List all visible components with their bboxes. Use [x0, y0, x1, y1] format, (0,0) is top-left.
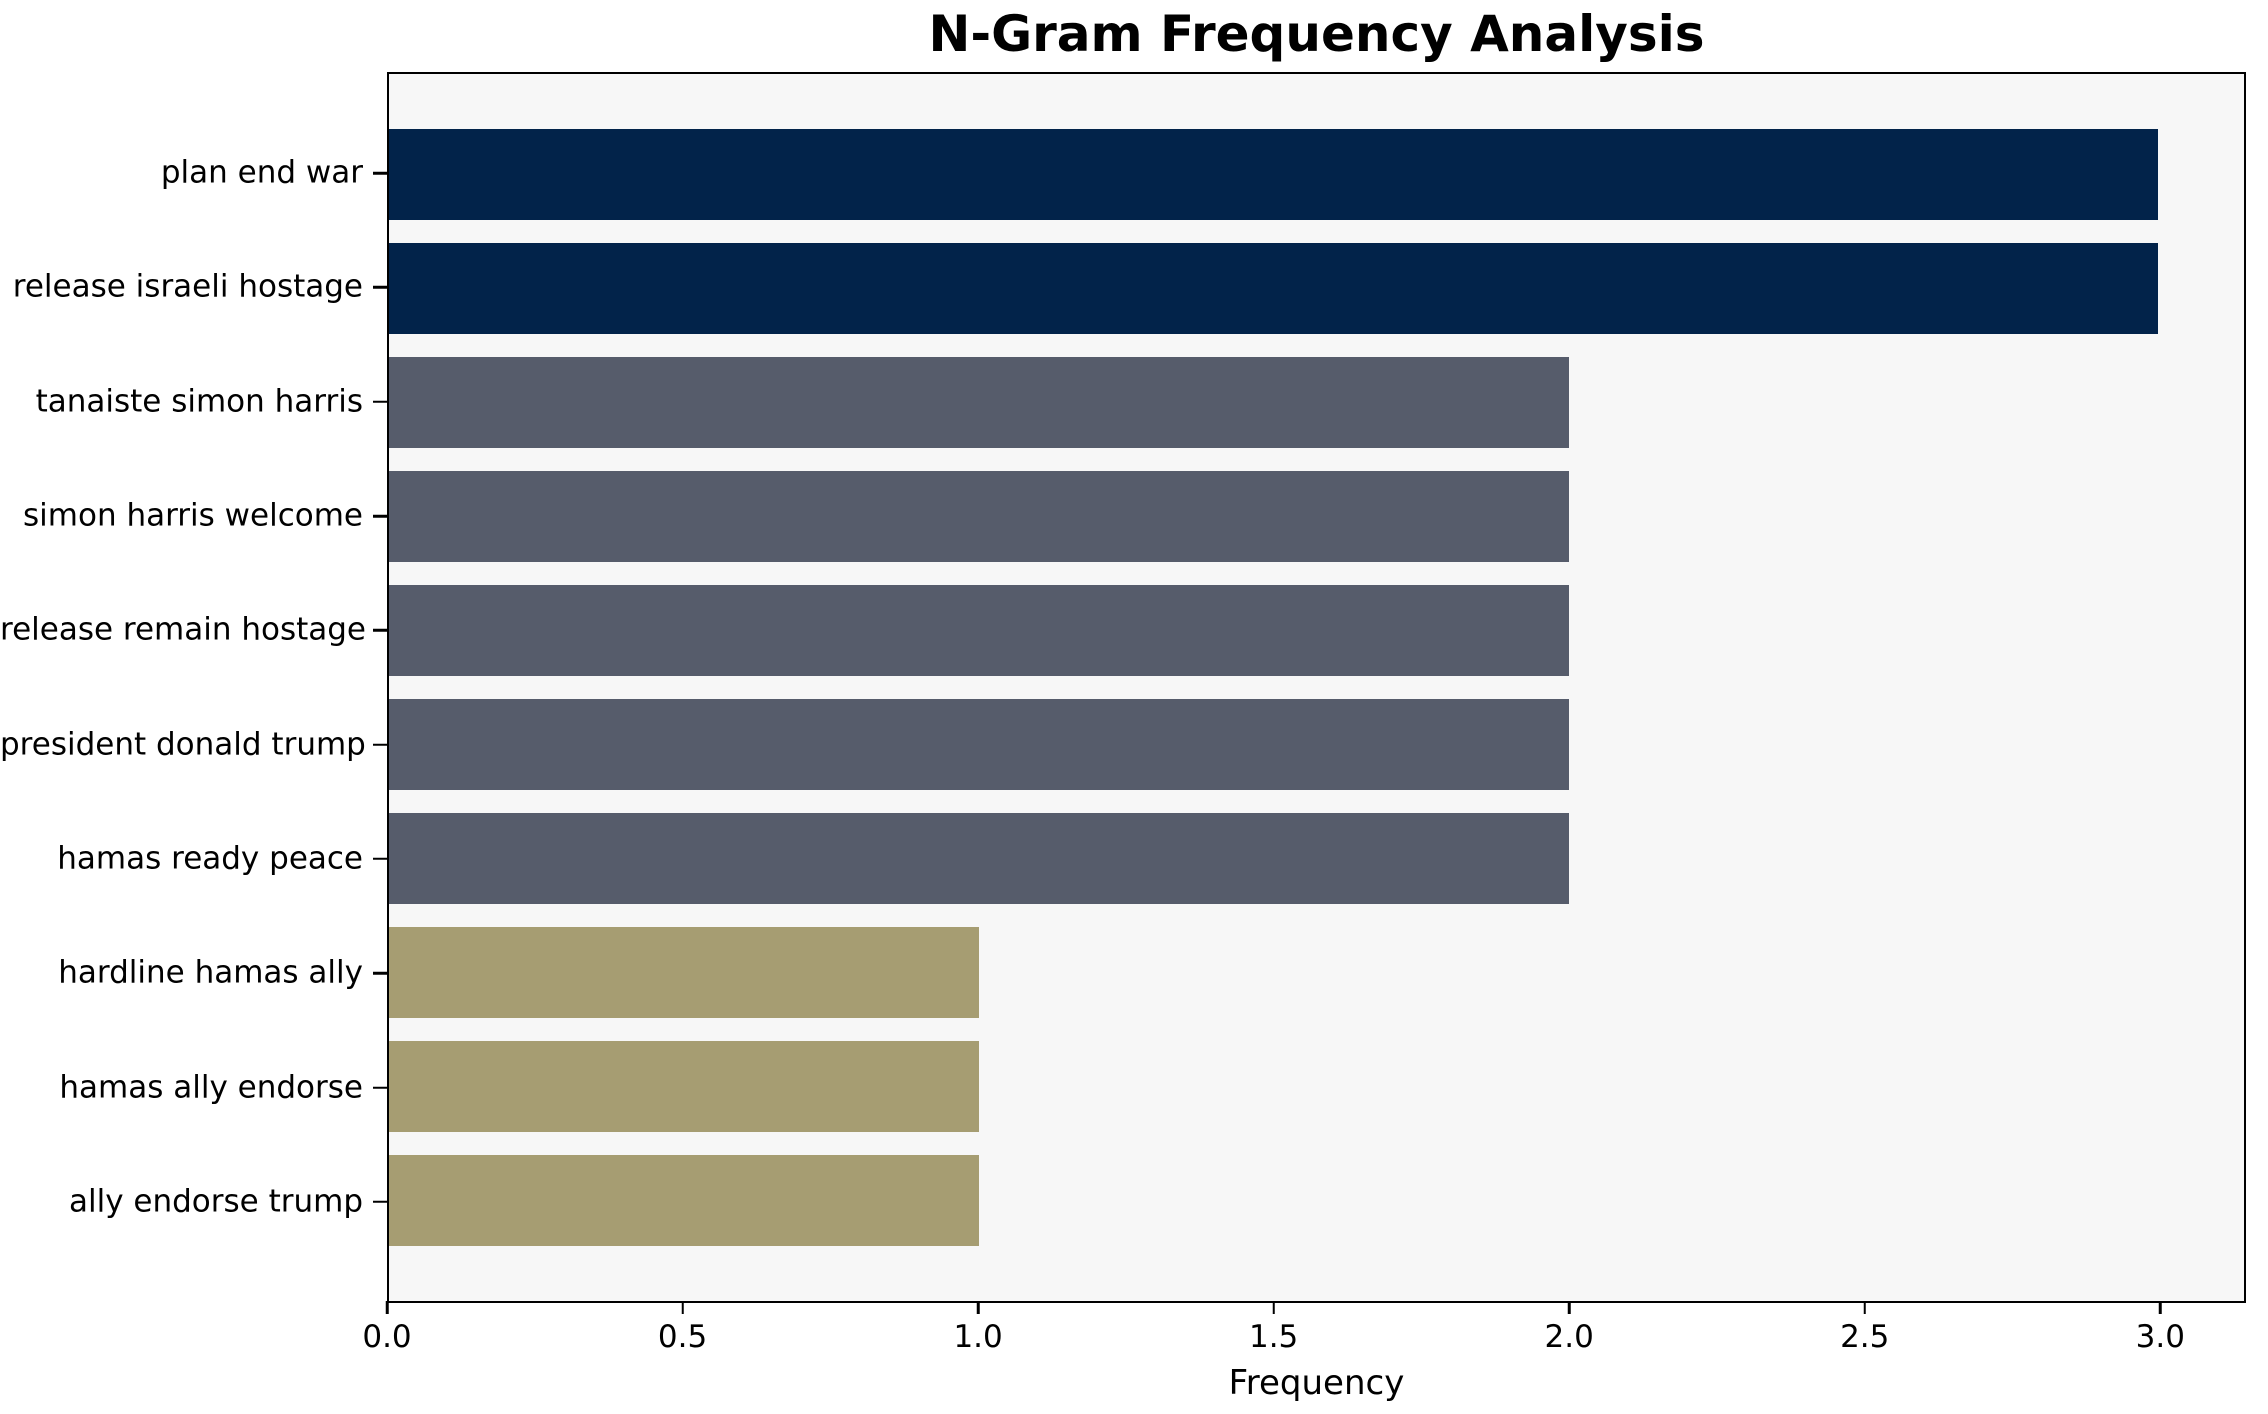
- x-axis-label: Frequency: [1228, 1363, 1405, 1403]
- y-tick-mark: [373, 286, 387, 289]
- frequency-bar: [389, 1154, 979, 1246]
- plot-area: [387, 72, 2246, 1303]
- bar-row: [389, 460, 2244, 574]
- y-tick-mark: [373, 171, 387, 175]
- bar-row: [389, 118, 2244, 232]
- bar-row: [389, 801, 2244, 915]
- frequency-bar: [389, 1040, 979, 1132]
- x-tick-mark: [1272, 1301, 1275, 1314]
- y-tick-label: tanaiste simon harris: [35, 383, 363, 420]
- x-tick-mark: [1863, 1301, 1866, 1314]
- x-tick-label: 3.0: [2135, 1319, 2185, 1355]
- y-tick-mark: [373, 972, 387, 975]
- y-tick-mark: [373, 743, 387, 746]
- x-tick-label: 2.0: [1544, 1319, 1594, 1355]
- x-tick-mark: [385, 1301, 389, 1314]
- y-tick-mark: [373, 514, 387, 518]
- y-tick-label: plan end war: [160, 154, 363, 191]
- bar-row: [389, 1143, 2244, 1257]
- bar-row: [389, 232, 2244, 346]
- y-tick-label: ally endorse trump: [68, 1183, 363, 1220]
- bar-row: [389, 1029, 2244, 1143]
- x-tick-label: 1.5: [1248, 1319, 1299, 1355]
- bar-row: [389, 915, 2244, 1029]
- bar-row: [389, 574, 2244, 688]
- x-tick-label: 0.0: [362, 1319, 412, 1355]
- y-tick-label: hamas ally endorse: [59, 1069, 363, 1106]
- x-tick-label: 2.5: [1840, 1319, 1890, 1355]
- frequency-bar: [389, 926, 979, 1018]
- y-tick-mark: [373, 1086, 387, 1089]
- y-tick-mark: [373, 400, 387, 403]
- x-tick-label: 1.0: [953, 1319, 1003, 1355]
- x-tick-mark: [681, 1301, 684, 1314]
- chart-title: N-Gram Frequency Analysis: [928, 5, 1705, 63]
- bar-row: [389, 346, 2244, 460]
- bars-container: [389, 74, 2244, 1301]
- frequency-bar: [389, 812, 1569, 904]
- y-tick-label: president donald trump: [0, 726, 366, 763]
- y-tick-label: release remain hostage: [0, 611, 367, 648]
- y-tick-label: simon harris welcome: [23, 497, 363, 534]
- x-tick-label: 0.5: [657, 1319, 708, 1355]
- y-tick-label: hamas ready peace: [57, 840, 363, 877]
- x-tick-mark: [976, 1301, 980, 1314]
- frequency-bar: [389, 585, 1569, 677]
- frequency-bar: [389, 698, 1569, 790]
- frequency-bar: [389, 357, 1569, 449]
- frequency-bar: [389, 243, 2159, 335]
- bar-row: [389, 688, 2244, 802]
- frequency-bar: [389, 129, 2159, 221]
- y-tick-mark: [373, 1200, 387, 1204]
- x-tick-mark: [1567, 1301, 1571, 1314]
- y-tick-label: release israeli hostage: [12, 268, 363, 305]
- x-tick-mark: [2159, 1301, 2162, 1314]
- y-tick-label: hardline hamas ally: [58, 954, 363, 991]
- y-tick-mark: [373, 629, 387, 632]
- y-tick-mark: [373, 857, 387, 861]
- frequency-bar: [389, 471, 1569, 563]
